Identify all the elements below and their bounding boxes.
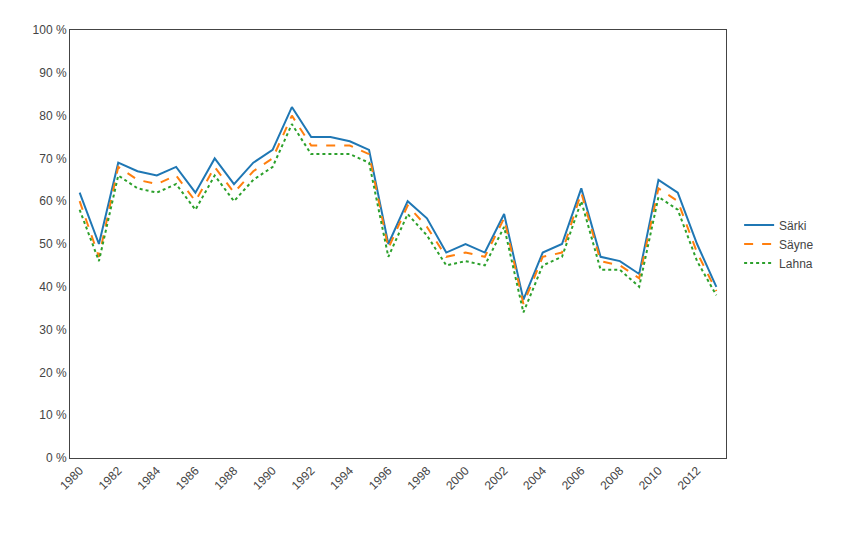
svg-text:1998: 1998 <box>405 464 434 493</box>
svg-text:100 %: 100 % <box>33 23 67 37</box>
svg-text:1986: 1986 <box>173 464 202 493</box>
svg-text:2006: 2006 <box>559 464 588 493</box>
svg-text:20 %: 20 % <box>39 366 67 380</box>
svg-text:10 %: 10 % <box>39 408 67 422</box>
svg-text:2008: 2008 <box>597 464 626 493</box>
svg-text:2012: 2012 <box>675 464 704 493</box>
svg-text:2000: 2000 <box>443 464 472 493</box>
svg-text:1990: 1990 <box>250 464 279 493</box>
svg-text:1994: 1994 <box>327 464 356 493</box>
svg-text:1982: 1982 <box>96 464 125 493</box>
svg-text:0 %: 0 % <box>46 451 67 465</box>
svg-text:Särki: Särki <box>779 219 806 233</box>
svg-text:80 %: 80 % <box>39 109 67 123</box>
svg-text:1992: 1992 <box>289 464 318 493</box>
svg-text:50 %: 50 % <box>39 237 67 251</box>
svg-text:Säyne: Säyne <box>779 238 813 252</box>
svg-text:90 %: 90 % <box>39 66 67 80</box>
svg-text:2002: 2002 <box>482 464 511 493</box>
svg-text:30 %: 30 % <box>39 323 67 337</box>
svg-text:40 %: 40 % <box>39 280 67 294</box>
svg-text:1980: 1980 <box>57 464 86 493</box>
svg-text:1988: 1988 <box>212 464 241 493</box>
svg-text:60 %: 60 % <box>39 194 67 208</box>
svg-text:1996: 1996 <box>366 464 395 493</box>
svg-text:2004: 2004 <box>520 464 549 493</box>
svg-text:Lahna: Lahna <box>779 257 813 271</box>
svg-text:70 %: 70 % <box>39 152 67 166</box>
svg-text:1984: 1984 <box>134 464 163 493</box>
svg-text:2010: 2010 <box>636 464 665 493</box>
